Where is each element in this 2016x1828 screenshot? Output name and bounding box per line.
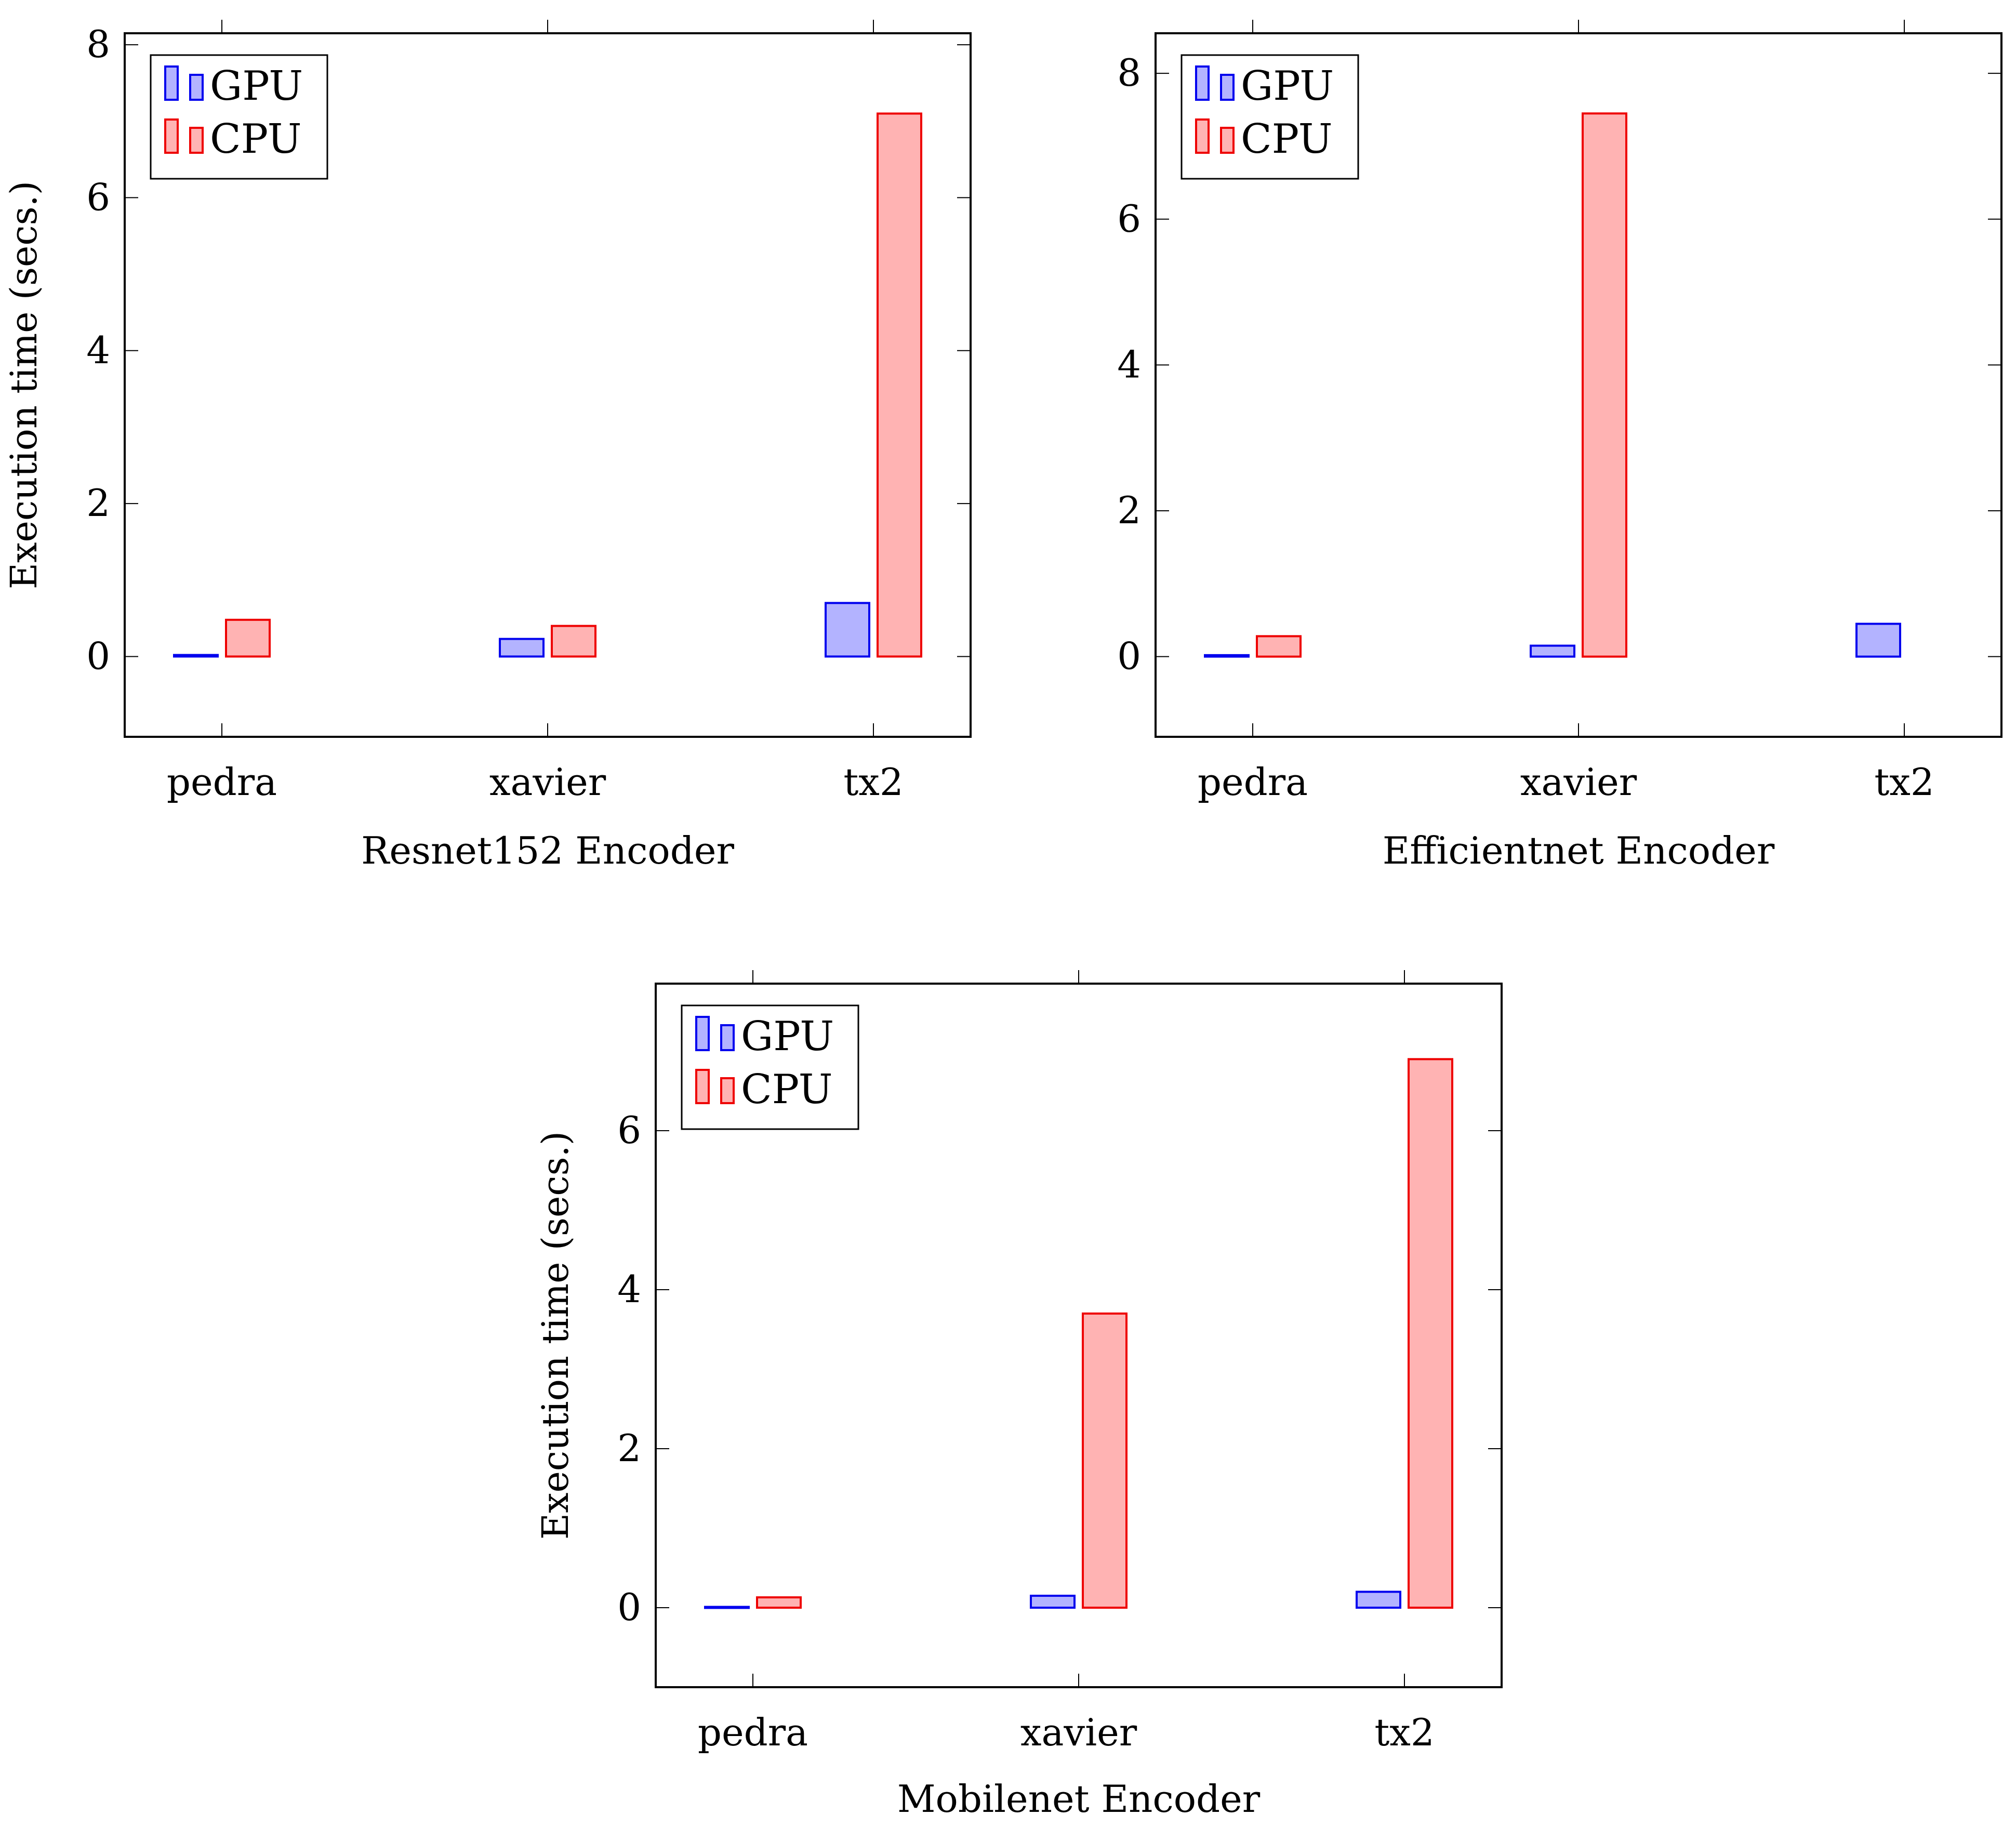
bar-cpu-pedra [225,618,271,658]
legend-swatch-gpu [695,1016,710,1051]
bar-cpu-pedra [756,1596,802,1609]
bar-gpu-xavier [1030,1595,1076,1609]
x-axis-label: Resnet152 Encoder [361,829,734,872]
legend-label-gpu: GPU [1241,63,1334,110]
legend-label-cpu: CPU [741,1066,833,1113]
legend: GPU CPU [150,54,328,180]
bar-cpu-pedra [1256,635,1302,658]
legend: GPU CPU [681,1004,859,1130]
bar-gpu-pedra [173,654,219,658]
chart-panel-1: 0 2 4 6 8 pedra xavier tx2 Resnet152 Encoder Exec… [3,20,972,872]
legend-swatch-cpu [164,118,179,154]
y-tick-label: 6 [1117,197,1141,241]
legend-swatch-cpu [1195,118,1210,154]
bar-cpu-xavier [1082,1312,1128,1609]
x-tick-label-pedra: pedra [167,760,277,804]
legend-box [150,54,328,180]
chart-panel-2: 0 2 4 6 8 pedra xavier tx2 Efficientnet Encoder G… [1117,20,2002,872]
bar-gpu-tx2 [1356,1591,1401,1609]
bar-cpu-tx2 [1408,1058,1453,1609]
legend-label-cpu: CPU [1241,116,1333,163]
x-axis-label: Efficientnet Encoder [1383,829,1775,872]
bar-gpu-xavier [499,638,545,658]
legend-swatch-gpu [1195,65,1210,101]
legend-swatch-gpu-2 [1220,74,1235,101]
y-tick-label: 6 [617,1108,641,1152]
legend-swatch-gpu-2 [189,74,204,101]
y-tick-label: 2 [86,481,110,525]
y-tick-label: 6 [86,175,110,219]
y-tick-label: 8 [1117,51,1141,95]
bar-cpu-tx2 [877,112,922,658]
legend-swatch-gpu [164,65,179,101]
legend-label-gpu: GPU [210,63,303,110]
legend-label-cpu: CPU [210,116,302,163]
bar-gpu-tx2 [1855,622,1901,658]
legend-swatch-cpu [695,1069,710,1104]
bar-gpu-xavier [1530,644,1575,658]
y-axis-label: Execution time (secs.) [3,181,45,589]
bar-gpu-tx2 [825,602,870,658]
x-tick-label-xavier: xavier [489,760,606,804]
y-tick-label: 2 [617,1426,641,1470]
legend-label-gpu: GPU [741,1013,834,1060]
legend-swatch-gpu-2 [720,1024,735,1051]
y-tick-label: 4 [86,328,110,372]
legend-swatch-cpu-2 [1220,127,1235,154]
x-tick-label-pedra: pedra [1198,760,1308,804]
y-axis-label: Execution time (secs.) [534,1131,577,1540]
bar-gpu-pedra [1204,654,1250,658]
y-tick-label: 0 [1117,634,1141,678]
y-tick-label: 4 [617,1267,641,1311]
chart-panel-3: 0 2 4 6 pedra xavier tx2 Mobilenet Encoder Execu… [534,970,1503,1821]
x-tick-label-xavier: xavier [1020,1711,1137,1754]
bar-cpu-xavier [1582,112,1627,658]
x-axis-label: Mobilenet Encoder [897,1777,1261,1821]
x-tick-label-xavier: xavier [1520,760,1637,804]
legend-box [1181,54,1359,180]
legend: GPU CPU [1181,54,1359,180]
y-tick-label: 2 [1117,488,1141,532]
y-tick-label: 8 [86,22,110,66]
legend-box [681,1004,859,1130]
x-tick-label-tx2: tx2 [843,760,903,804]
y-tick-label: 0 [86,634,110,678]
legend-swatch-cpu-2 [189,127,204,154]
x-tick-label-tx2: tx2 [1374,1711,1434,1754]
x-tick-label-pedra: pedra [698,1711,808,1754]
y-tick-label: 0 [617,1585,641,1629]
x-tick-label-tx2: tx2 [1874,760,1934,804]
y-tick-label: 4 [1117,342,1141,386]
bar-gpu-pedra [704,1606,750,1609]
bar-cpu-xavier [551,625,596,658]
legend-swatch-cpu-2 [720,1077,735,1104]
